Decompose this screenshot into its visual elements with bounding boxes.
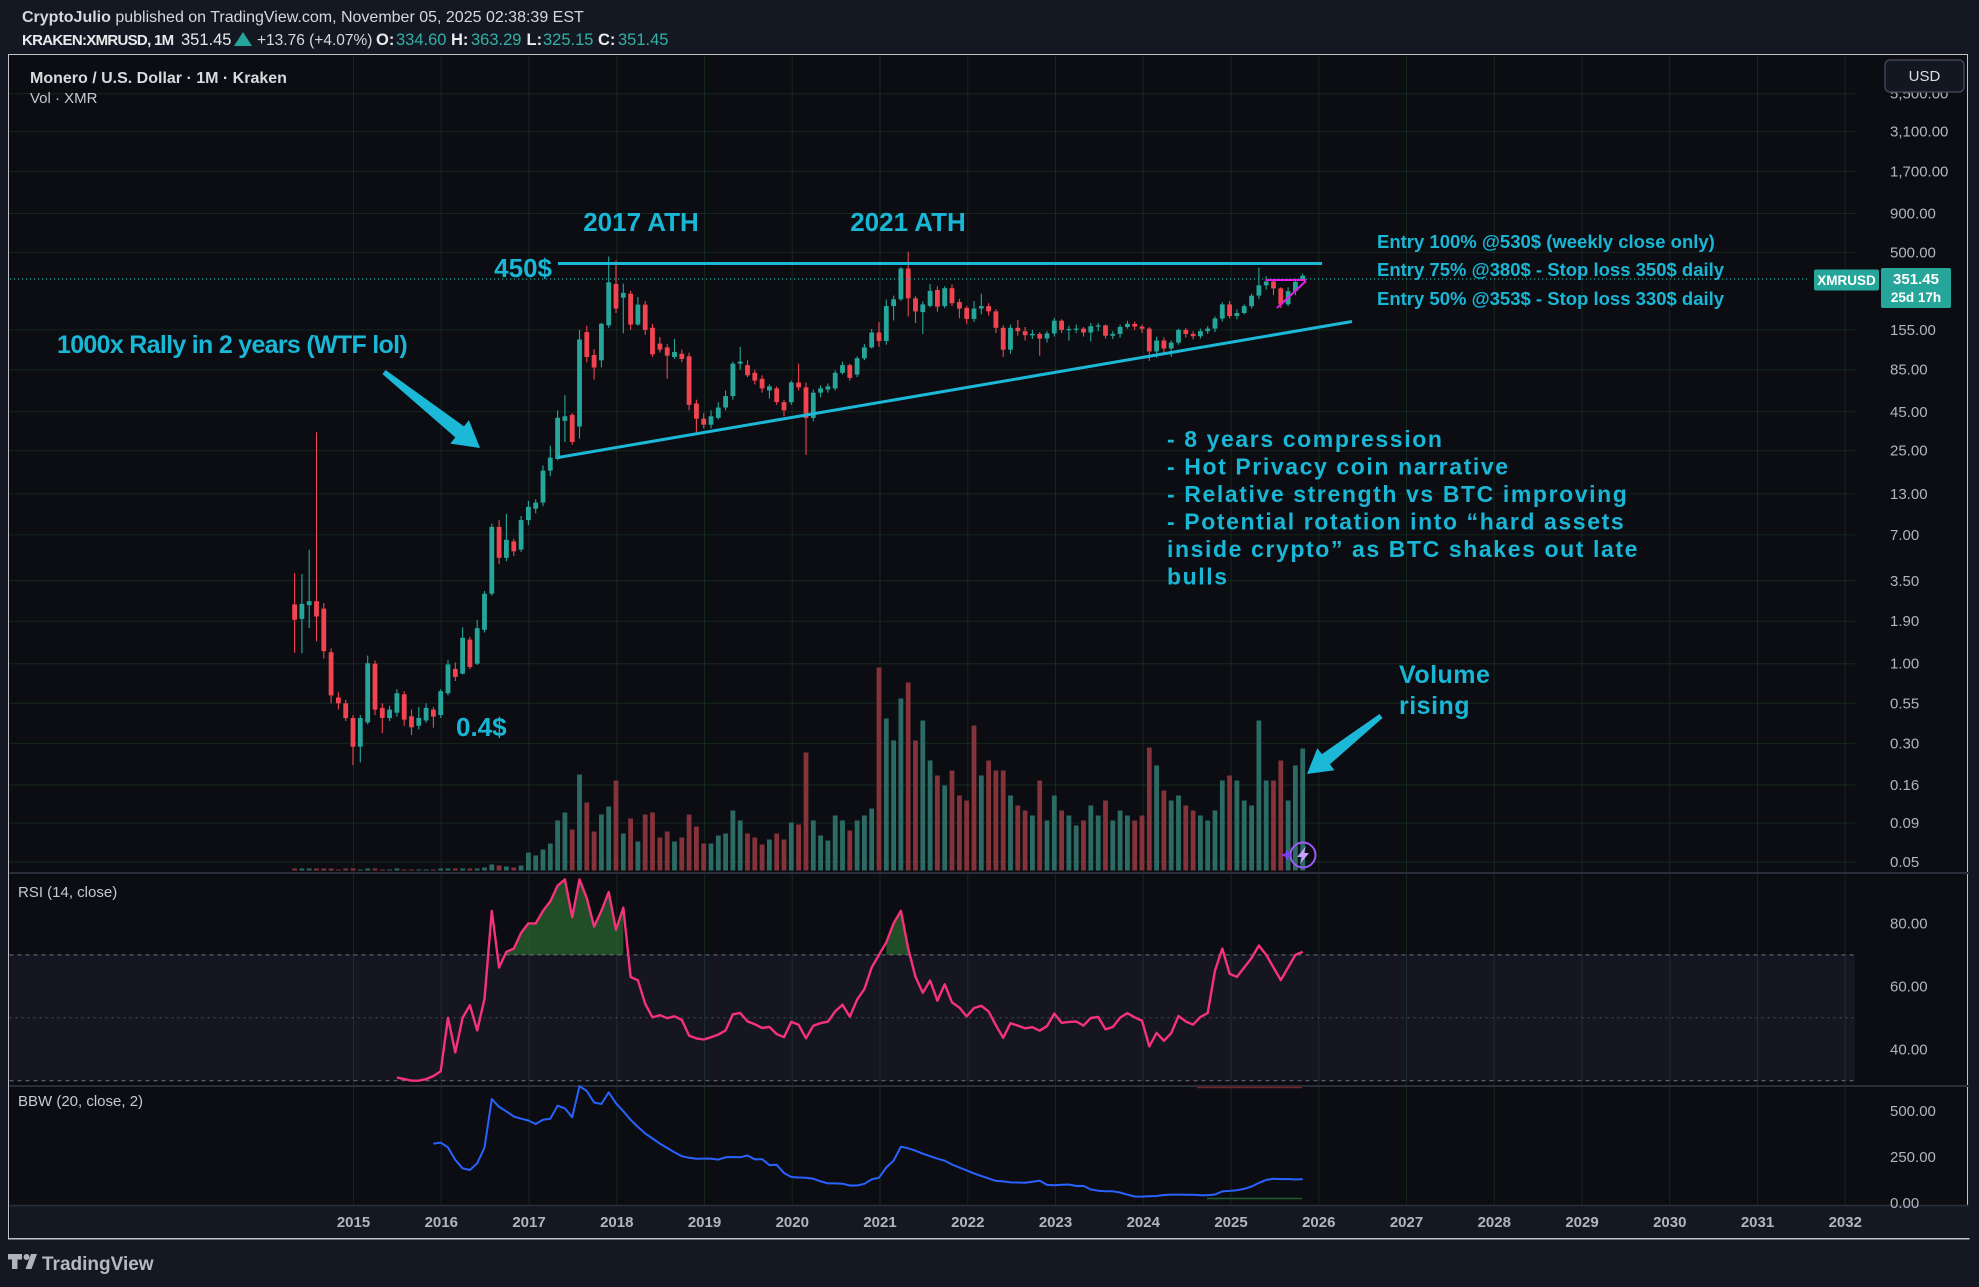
svg-text:- 8 years compression: - 8 years compression (1167, 426, 1444, 452)
svg-text:155.00: 155.00 (1890, 322, 1936, 339)
svg-text:C:: C: (598, 31, 615, 49)
svg-text:2025: 2025 (1214, 1214, 1247, 1231)
svg-text:0.4$: 0.4$ (456, 712, 507, 742)
svg-text:inside crypto” as BTC shakes o: inside crypto” as BTC shakes out late (1167, 536, 1639, 562)
svg-text:- Potential rotation into “har: - Potential rotation into “hard assets (1167, 509, 1625, 535)
svg-text:334.60: 334.60 (396, 31, 446, 49)
svg-text:CryptoJulio published on Tradi: CryptoJulio published on TradingView.com… (22, 9, 584, 26)
svg-text:0.30: 0.30 (1890, 735, 1919, 752)
svg-text:351.45: 351.45 (618, 31, 668, 49)
svg-text:1000x Rally in 2 years (WTF lo: 1000x Rally in 2 years (WTF lol) (57, 331, 407, 359)
svg-text:Entry 50% @353$ - Stop loss 33: Entry 50% @353$ - Stop loss 330$ daily (1377, 288, 1725, 309)
svg-text:2018: 2018 (600, 1214, 633, 1231)
svg-text:2026: 2026 (1302, 1214, 1335, 1231)
svg-text:2020: 2020 (776, 1214, 809, 1231)
svg-text:TradingView: TradingView (42, 1254, 154, 1275)
svg-text:85.00: 85.00 (1890, 362, 1928, 379)
svg-text:USD: USD (1909, 68, 1941, 85)
svg-text:3.50: 3.50 (1890, 573, 1919, 590)
svg-text:RSI (14, close): RSI (14, close) (18, 884, 117, 901)
svg-text:2028: 2028 (1478, 1214, 1511, 1231)
svg-text:351.45: 351.45 (181, 31, 231, 49)
svg-text:2017: 2017 (512, 1214, 545, 1231)
svg-text:2023: 2023 (1039, 1214, 1072, 1231)
svg-text:2019: 2019 (688, 1214, 721, 1231)
svg-text:Vol · XMR: Vol · XMR (30, 90, 98, 107)
svg-text:- Hot Privacy coin narrative: - Hot Privacy coin narrative (1167, 454, 1510, 480)
svg-text:O:: O: (376, 31, 394, 49)
svg-text:500.00: 500.00 (1890, 1103, 1936, 1120)
svg-text:Monero / U.S. Dollar · 1M · Kr: Monero / U.S. Dollar · 1M · Kraken (30, 70, 287, 87)
svg-text:0.09: 0.09 (1890, 815, 1919, 832)
svg-text:2031: 2031 (1741, 1214, 1774, 1231)
svg-text:325.15: 325.15 (543, 31, 593, 49)
svg-text:250.00: 250.00 (1890, 1149, 1936, 1166)
svg-text:25.00: 25.00 (1890, 443, 1928, 460)
svg-text:1.90: 1.90 (1890, 613, 1919, 630)
svg-text:2021 ATH: 2021 ATH (850, 207, 966, 237)
svg-text:2017 ATH: 2017 ATH (583, 207, 699, 237)
svg-text:+13.76 (+4.07%): +13.76 (+4.07%) (257, 32, 372, 49)
svg-text:BBW (20, close, 2): BBW (20, close, 2) (18, 1093, 143, 1110)
svg-text:bulls: bulls (1167, 564, 1229, 590)
svg-text:7.00: 7.00 (1890, 527, 1919, 544)
svg-text:40.00: 40.00 (1890, 1041, 1928, 1058)
svg-text:H:: H: (451, 31, 468, 49)
svg-text:60.00: 60.00 (1890, 978, 1928, 995)
svg-text:0.55: 0.55 (1890, 695, 1919, 712)
svg-text:2029: 2029 (1565, 1214, 1598, 1231)
svg-text:500.00: 500.00 (1890, 244, 1936, 261)
svg-text:80.00: 80.00 (1890, 915, 1928, 932)
svg-text:900.00: 900.00 (1890, 205, 1936, 222)
svg-text:Entry 100% @530$ (weekly close: Entry 100% @530$ (weekly close only) (1377, 231, 1715, 252)
svg-text:2015: 2015 (337, 1214, 370, 1231)
svg-text:KRAKEN:XMRUSD, 1M: KRAKEN:XMRUSD, 1M (22, 32, 174, 49)
svg-text:Entry 75% @380$ - Stop loss 35: Entry 75% @380$ - Stop loss 350$ daily (1377, 259, 1725, 280)
svg-text:2016: 2016 (425, 1214, 458, 1231)
svg-text:45.00: 45.00 (1890, 404, 1928, 421)
svg-text:rising: rising (1399, 692, 1470, 720)
svg-text:2032: 2032 (1829, 1214, 1862, 1231)
svg-text:2027: 2027 (1390, 1214, 1423, 1231)
svg-text:3,100.00: 3,100.00 (1890, 124, 1948, 141)
svg-text:1,700.00: 1,700.00 (1890, 163, 1948, 180)
svg-text:0.00: 0.00 (1890, 1195, 1919, 1212)
svg-text:2022: 2022 (951, 1214, 984, 1231)
svg-text:- Relative strength vs BTC imp: - Relative strength vs BTC improving (1167, 481, 1628, 507)
svg-text:25d 17h: 25d 17h (1891, 290, 1941, 305)
svg-text:2024: 2024 (1127, 1214, 1161, 1231)
svg-text:13.00: 13.00 (1890, 486, 1928, 503)
svg-text:363.29: 363.29 (471, 31, 521, 49)
svg-text:351.45: 351.45 (1893, 271, 1939, 288)
svg-text:450$: 450$ (494, 253, 552, 283)
svg-text:0.16: 0.16 (1890, 777, 1919, 794)
svg-text:L:: L: (527, 31, 543, 49)
svg-text:1.00: 1.00 (1890, 656, 1919, 673)
svg-text:XMRUSD: XMRUSD (1817, 273, 1876, 288)
svg-text:0.05: 0.05 (1890, 854, 1919, 871)
svg-text:2021: 2021 (863, 1214, 896, 1231)
svg-text:2030: 2030 (1653, 1214, 1686, 1231)
svg-text:Volume: Volume (1399, 661, 1490, 689)
